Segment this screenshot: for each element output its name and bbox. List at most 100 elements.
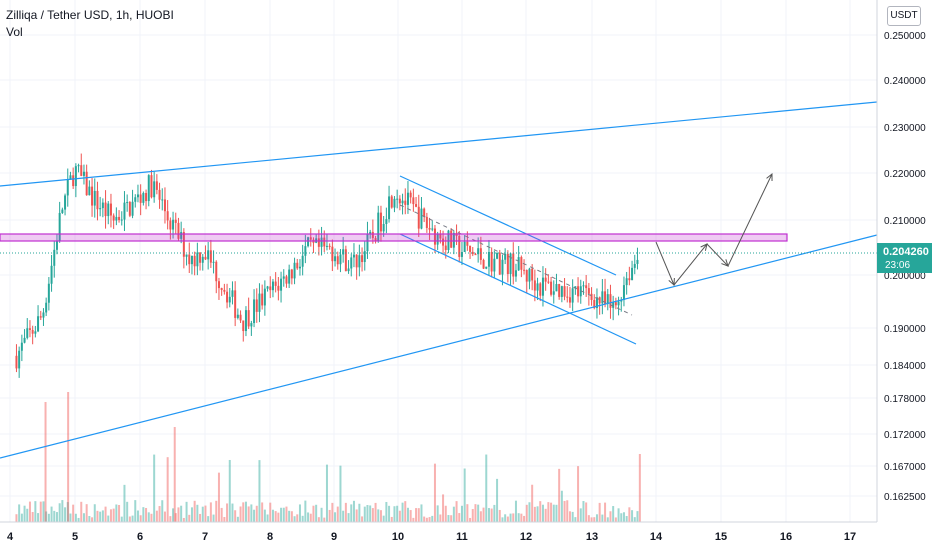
candle-body xyxy=(190,255,193,265)
volume-bar xyxy=(182,517,185,522)
candle-body xyxy=(309,237,312,240)
candle-body xyxy=(325,245,328,247)
volume-bar xyxy=(423,516,426,522)
candle-body xyxy=(595,297,598,309)
candle-body xyxy=(423,208,426,217)
volume-bar xyxy=(315,504,318,522)
candle-body xyxy=(460,252,463,257)
volume-bar xyxy=(166,457,169,522)
volume-bar xyxy=(201,506,204,522)
candle-body xyxy=(204,256,207,260)
volume-bar xyxy=(282,507,285,522)
candle-body xyxy=(290,269,293,279)
candle-body xyxy=(177,222,180,239)
volume-bar xyxy=(217,472,220,522)
candle-body xyxy=(55,241,58,250)
volume-bar xyxy=(147,512,150,522)
volume-bar xyxy=(361,516,364,522)
candle-body xyxy=(636,259,639,264)
candle-body xyxy=(471,251,474,255)
candle-body xyxy=(258,293,261,312)
resistance-zone xyxy=(0,233,788,242)
candle-body xyxy=(433,228,436,245)
volume-bar xyxy=(101,510,104,522)
volume-bar xyxy=(15,514,18,522)
candle-body xyxy=(166,211,169,221)
time-tick-label: 15 xyxy=(715,531,727,543)
candle-body xyxy=(288,269,291,284)
volume-bar xyxy=(393,506,396,522)
candle-body xyxy=(598,297,601,304)
candle-body xyxy=(131,201,134,216)
currency-button[interactable]: USDT xyxy=(887,6,921,26)
candle-body xyxy=(450,230,453,248)
candle-body xyxy=(339,254,342,265)
candle-body xyxy=(385,219,388,225)
candle-body xyxy=(201,256,204,263)
channel-lower-line xyxy=(399,233,637,345)
candle-body xyxy=(128,202,131,216)
volume-bar xyxy=(555,504,558,522)
volume-bar xyxy=(47,513,50,522)
volume-bar xyxy=(112,508,115,522)
volume-bar xyxy=(344,502,347,522)
symbol-title[interactable]: Zilliqa / Tether USD, 1h, HUOBI xyxy=(6,8,174,22)
candle-body xyxy=(304,246,307,256)
candle-body xyxy=(328,245,331,247)
projection-arrow-head xyxy=(721,259,729,267)
volume-bar xyxy=(261,502,264,522)
candle-body xyxy=(533,280,536,291)
volume-bar xyxy=(20,513,23,522)
candle-body xyxy=(271,281,274,291)
volume-bar xyxy=(636,511,639,522)
volume-bar xyxy=(31,512,34,522)
volume-bar xyxy=(304,500,307,522)
volume-bar xyxy=(593,517,596,522)
volume-bar xyxy=(558,468,561,522)
candle-body xyxy=(323,237,326,247)
candle-body xyxy=(520,257,523,270)
candle-body xyxy=(601,291,604,304)
candle-body xyxy=(606,294,609,305)
volume-bar xyxy=(404,501,407,522)
candles xyxy=(15,153,639,378)
volume-bar xyxy=(120,516,123,522)
volume-indicator-label[interactable]: Vol xyxy=(6,25,23,39)
candle-body xyxy=(369,231,372,235)
candle-body xyxy=(158,189,161,200)
candle-body xyxy=(506,253,509,275)
volume-bar xyxy=(331,502,334,522)
price-tick-label: 0.184000 xyxy=(884,361,926,372)
volume-bar xyxy=(72,504,75,522)
volume-bar xyxy=(91,517,94,522)
volume-bar xyxy=(598,502,601,522)
candle-body xyxy=(388,196,391,220)
candle-body xyxy=(334,256,337,262)
volume-bar xyxy=(45,511,48,522)
candle-body xyxy=(96,190,99,210)
volume-bar xyxy=(388,505,391,522)
volume-bar xyxy=(525,504,528,522)
volume-bar xyxy=(239,506,242,522)
candle-body xyxy=(58,212,61,242)
volume-bar xyxy=(269,502,272,522)
price-tick-label: 0.210000 xyxy=(884,216,926,227)
volume-bar xyxy=(485,454,488,522)
candle-body xyxy=(452,232,455,248)
candle-body xyxy=(487,251,490,267)
last-price-label: 0.204260 23:06 xyxy=(877,243,932,273)
time-tick-label: 9 xyxy=(331,531,337,543)
candle-body xyxy=(153,181,156,198)
volume-bar xyxy=(523,515,526,522)
volume-bar xyxy=(450,515,453,522)
volume-bar xyxy=(606,517,609,522)
volume-bar xyxy=(595,514,598,522)
candle-body xyxy=(123,202,126,220)
volume-bar xyxy=(317,517,320,522)
volume-spike xyxy=(638,454,641,522)
candle-body xyxy=(53,249,56,266)
candle-body xyxy=(593,299,596,309)
volume-spike xyxy=(173,427,176,522)
